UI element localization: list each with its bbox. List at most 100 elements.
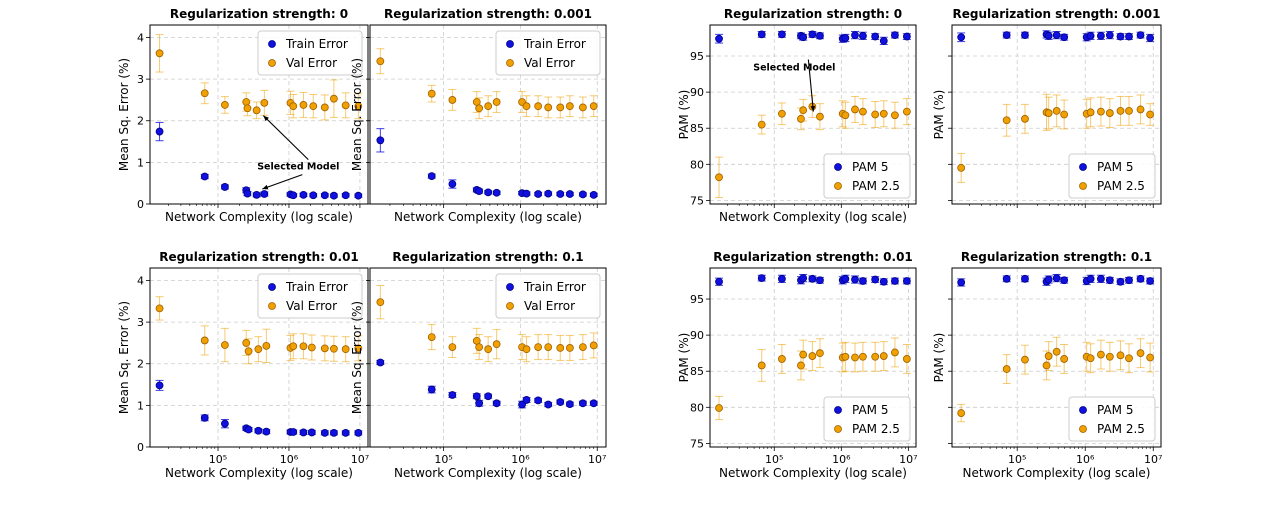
data-point xyxy=(475,104,484,113)
data-point xyxy=(330,191,338,200)
annotation-arrow-head-2 xyxy=(262,184,269,190)
annotation-text: Selected Model xyxy=(753,63,835,74)
data-point xyxy=(376,136,385,145)
data-point xyxy=(354,191,363,200)
data-point xyxy=(242,98,251,106)
legend-box xyxy=(495,273,601,319)
y-tick-label: 85 xyxy=(690,365,704,378)
legend-marker xyxy=(506,40,514,48)
panel-6: 10⁵ 10⁶ 10⁷ Regularization strength: 0.1 Net… xyxy=(350,250,607,480)
legend-marker xyxy=(834,425,842,433)
data-point xyxy=(1086,354,1095,363)
data-point xyxy=(244,425,253,434)
data-point xyxy=(309,191,318,200)
data-point xyxy=(957,278,966,287)
legend-label: Val Error xyxy=(524,56,575,70)
data-point xyxy=(715,34,723,43)
annotation-arrow-line xyxy=(262,115,309,160)
legend-box xyxy=(1068,396,1156,442)
data-point xyxy=(871,110,880,119)
data-point xyxy=(252,190,261,199)
x-tick-label: 10⁶ xyxy=(1076,453,1095,466)
data-point xyxy=(320,344,329,353)
data-point xyxy=(891,348,899,357)
data-point xyxy=(254,345,263,354)
data-point xyxy=(851,105,859,114)
data-point xyxy=(220,419,229,428)
annotation-arrow-head xyxy=(810,105,816,112)
data-point xyxy=(220,183,229,191)
data-point xyxy=(262,427,271,436)
data-point xyxy=(522,396,531,404)
data-point xyxy=(200,413,209,422)
y-tick-label: 90 xyxy=(690,329,704,342)
x-tick-label: 10⁶ xyxy=(280,453,299,466)
panel-3: 75 80 85 90 95 Regularization strength: 0 Netw… xyxy=(677,7,917,224)
data-point xyxy=(589,341,598,350)
data-point xyxy=(578,343,587,351)
data-point xyxy=(252,106,261,115)
panel-7: 10⁵ 10⁶ 10⁷ 75 80 85 90 95 Regularization streng… xyxy=(677,250,918,480)
data-layer xyxy=(957,30,1155,183)
data-point xyxy=(448,391,457,399)
data-point xyxy=(565,344,574,352)
legend: PAM 5 PAM 2.5 xyxy=(1068,396,1156,442)
legend-marker xyxy=(834,406,842,414)
y-tick-label: 3 xyxy=(137,73,144,86)
data-point xyxy=(320,103,329,112)
legend-label: PAM 5 xyxy=(852,403,888,417)
y-tick-label: 1 xyxy=(137,156,144,169)
data-point xyxy=(1052,106,1061,115)
y-tick-label: 0 xyxy=(137,198,144,211)
data-point xyxy=(556,398,565,406)
data-point xyxy=(1044,109,1053,117)
plot-frame xyxy=(149,24,369,205)
data-point xyxy=(320,191,329,200)
x-axis-label: Network Complexity (log scale) xyxy=(963,466,1151,480)
legend-label: Val Error xyxy=(286,299,337,313)
annotation-text: Selected Model xyxy=(257,162,339,173)
x-axis-label: Network Complexity (log scale) xyxy=(719,210,907,224)
data-point xyxy=(354,428,363,437)
y-tick-label: 4 xyxy=(137,31,144,44)
data-point xyxy=(475,399,484,408)
annotation-arrow-line-2 xyxy=(262,174,303,190)
data-point xyxy=(565,190,574,198)
data-point xyxy=(330,344,338,353)
data-point xyxy=(778,355,786,363)
data-point xyxy=(778,274,786,283)
data-point xyxy=(1125,276,1133,285)
data-point xyxy=(1116,277,1125,286)
data-point xyxy=(1060,276,1069,285)
data-point xyxy=(565,102,574,111)
data-point xyxy=(859,277,867,285)
data-point xyxy=(578,103,587,112)
legend: PAM 5 PAM 2.5 xyxy=(1068,153,1156,199)
data-point xyxy=(289,102,298,111)
data-point xyxy=(757,361,766,370)
data-point xyxy=(1146,353,1155,362)
data-point xyxy=(851,31,859,40)
legend-marker xyxy=(506,302,514,310)
legend-marker xyxy=(268,40,276,48)
data-point xyxy=(578,190,587,199)
x-tick-label: 10⁷ xyxy=(1144,453,1162,466)
x-tick-label: 10⁷ xyxy=(588,453,606,466)
data-point xyxy=(757,274,766,283)
y-axis-label: Mean Sq. Error (%) xyxy=(350,301,364,414)
data-point xyxy=(299,342,308,351)
chart-title: Regularization strength: 0.1 xyxy=(961,250,1152,264)
data-point xyxy=(1044,352,1053,360)
x-tick-label: 10⁵ xyxy=(1008,453,1026,466)
data-point xyxy=(1097,107,1105,116)
data-point xyxy=(492,188,501,197)
data-point xyxy=(1052,347,1061,356)
data-point xyxy=(289,428,298,436)
y-axis-label: PAM (%) xyxy=(932,333,946,383)
data-point xyxy=(1105,352,1114,361)
y-axis-label: Mean Sq. Error (%) xyxy=(117,301,131,414)
plot-frame xyxy=(709,267,917,448)
data-point xyxy=(1097,274,1105,283)
y-tick-label: 95 xyxy=(690,50,704,63)
data-point xyxy=(871,352,880,361)
